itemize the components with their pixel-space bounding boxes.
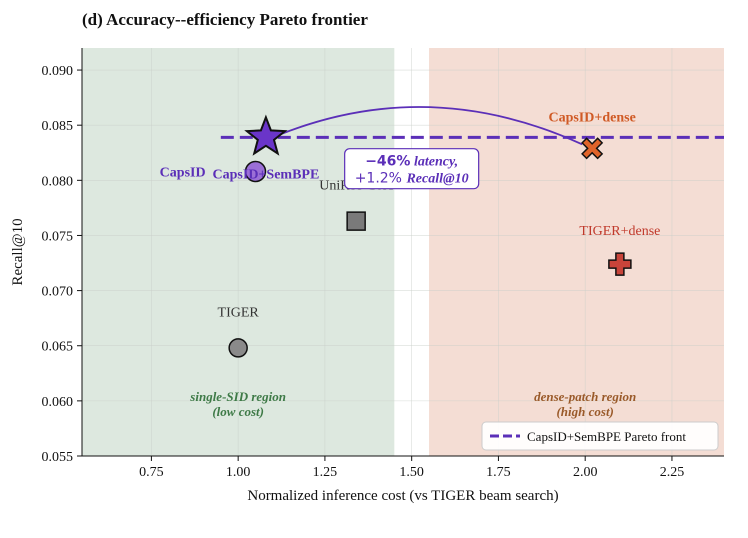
legend-label: CapsID+SemBPE Pareto front bbox=[527, 429, 686, 444]
point-unirec-coa bbox=[346, 211, 366, 231]
point-tiger-label: TIGER bbox=[218, 306, 260, 321]
improvement-arrow bbox=[277, 106, 583, 146]
region-label-1: dense-patch region bbox=[534, 389, 636, 404]
annotation-box bbox=[344, 148, 480, 190]
x-axis-label: Normalized inference cost (vs TIGER beam… bbox=[247, 488, 558, 504]
x-tick-label-0: 0.75 bbox=[139, 465, 164, 480]
point-capsid-dense bbox=[581, 137, 604, 160]
legend-box bbox=[481, 421, 719, 451]
point-tiger-dense bbox=[608, 252, 632, 276]
y-tick-label-4: 0.075 bbox=[42, 229, 74, 244]
x-tick-label-2: 1.25 bbox=[313, 465, 338, 480]
y-tick-label-0: 0.055 bbox=[42, 450, 74, 465]
point-capsid bbox=[244, 160, 267, 183]
x-tick-label-6: 2.25 bbox=[660, 465, 685, 480]
region-band-1 bbox=[429, 48, 724, 456]
point-capsid-sembpe bbox=[244, 114, 288, 156]
region-sublabel-0: (low cost) bbox=[212, 404, 264, 419]
annotation-line-2: +1.2% Recall@10 bbox=[355, 171, 469, 187]
point-tiger bbox=[228, 338, 248, 358]
y-axis-label: Recall@10 bbox=[10, 218, 26, 285]
y-tick-label-1: 0.060 bbox=[42, 395, 74, 410]
y-tick-label-2: 0.065 bbox=[42, 340, 74, 355]
y-tick-label-5: 0.080 bbox=[42, 174, 74, 189]
region-sublabel-1: (high cost) bbox=[556, 404, 613, 419]
region-label-0: single-SID region bbox=[189, 389, 286, 404]
point-capsid-dense-label: CapsID+dense bbox=[548, 110, 635, 125]
point-tiger-dense-label: TIGER+dense bbox=[579, 224, 660, 239]
y-tick-label-7: 0.090 bbox=[42, 64, 74, 79]
y-tick-label-6: 0.085 bbox=[42, 119, 74, 134]
x-tick-label-1: 1.00 bbox=[226, 465, 251, 480]
chart-title: (d) Accuracy--efficiency Pareto frontier bbox=[82, 10, 368, 29]
x-tick-label-3: 1.50 bbox=[399, 465, 424, 480]
x-tick-label-4: 1.75 bbox=[486, 465, 511, 480]
point-capsid-sembpe-label: CapsID+SemBPE bbox=[213, 168, 320, 183]
annotation-line-1: −46% latency, bbox=[365, 154, 458, 170]
y-tick-label-3: 0.070 bbox=[42, 285, 74, 300]
point-capsid-label: CapsID bbox=[160, 166, 206, 181]
x-tick-label-5: 2.00 bbox=[573, 465, 598, 480]
